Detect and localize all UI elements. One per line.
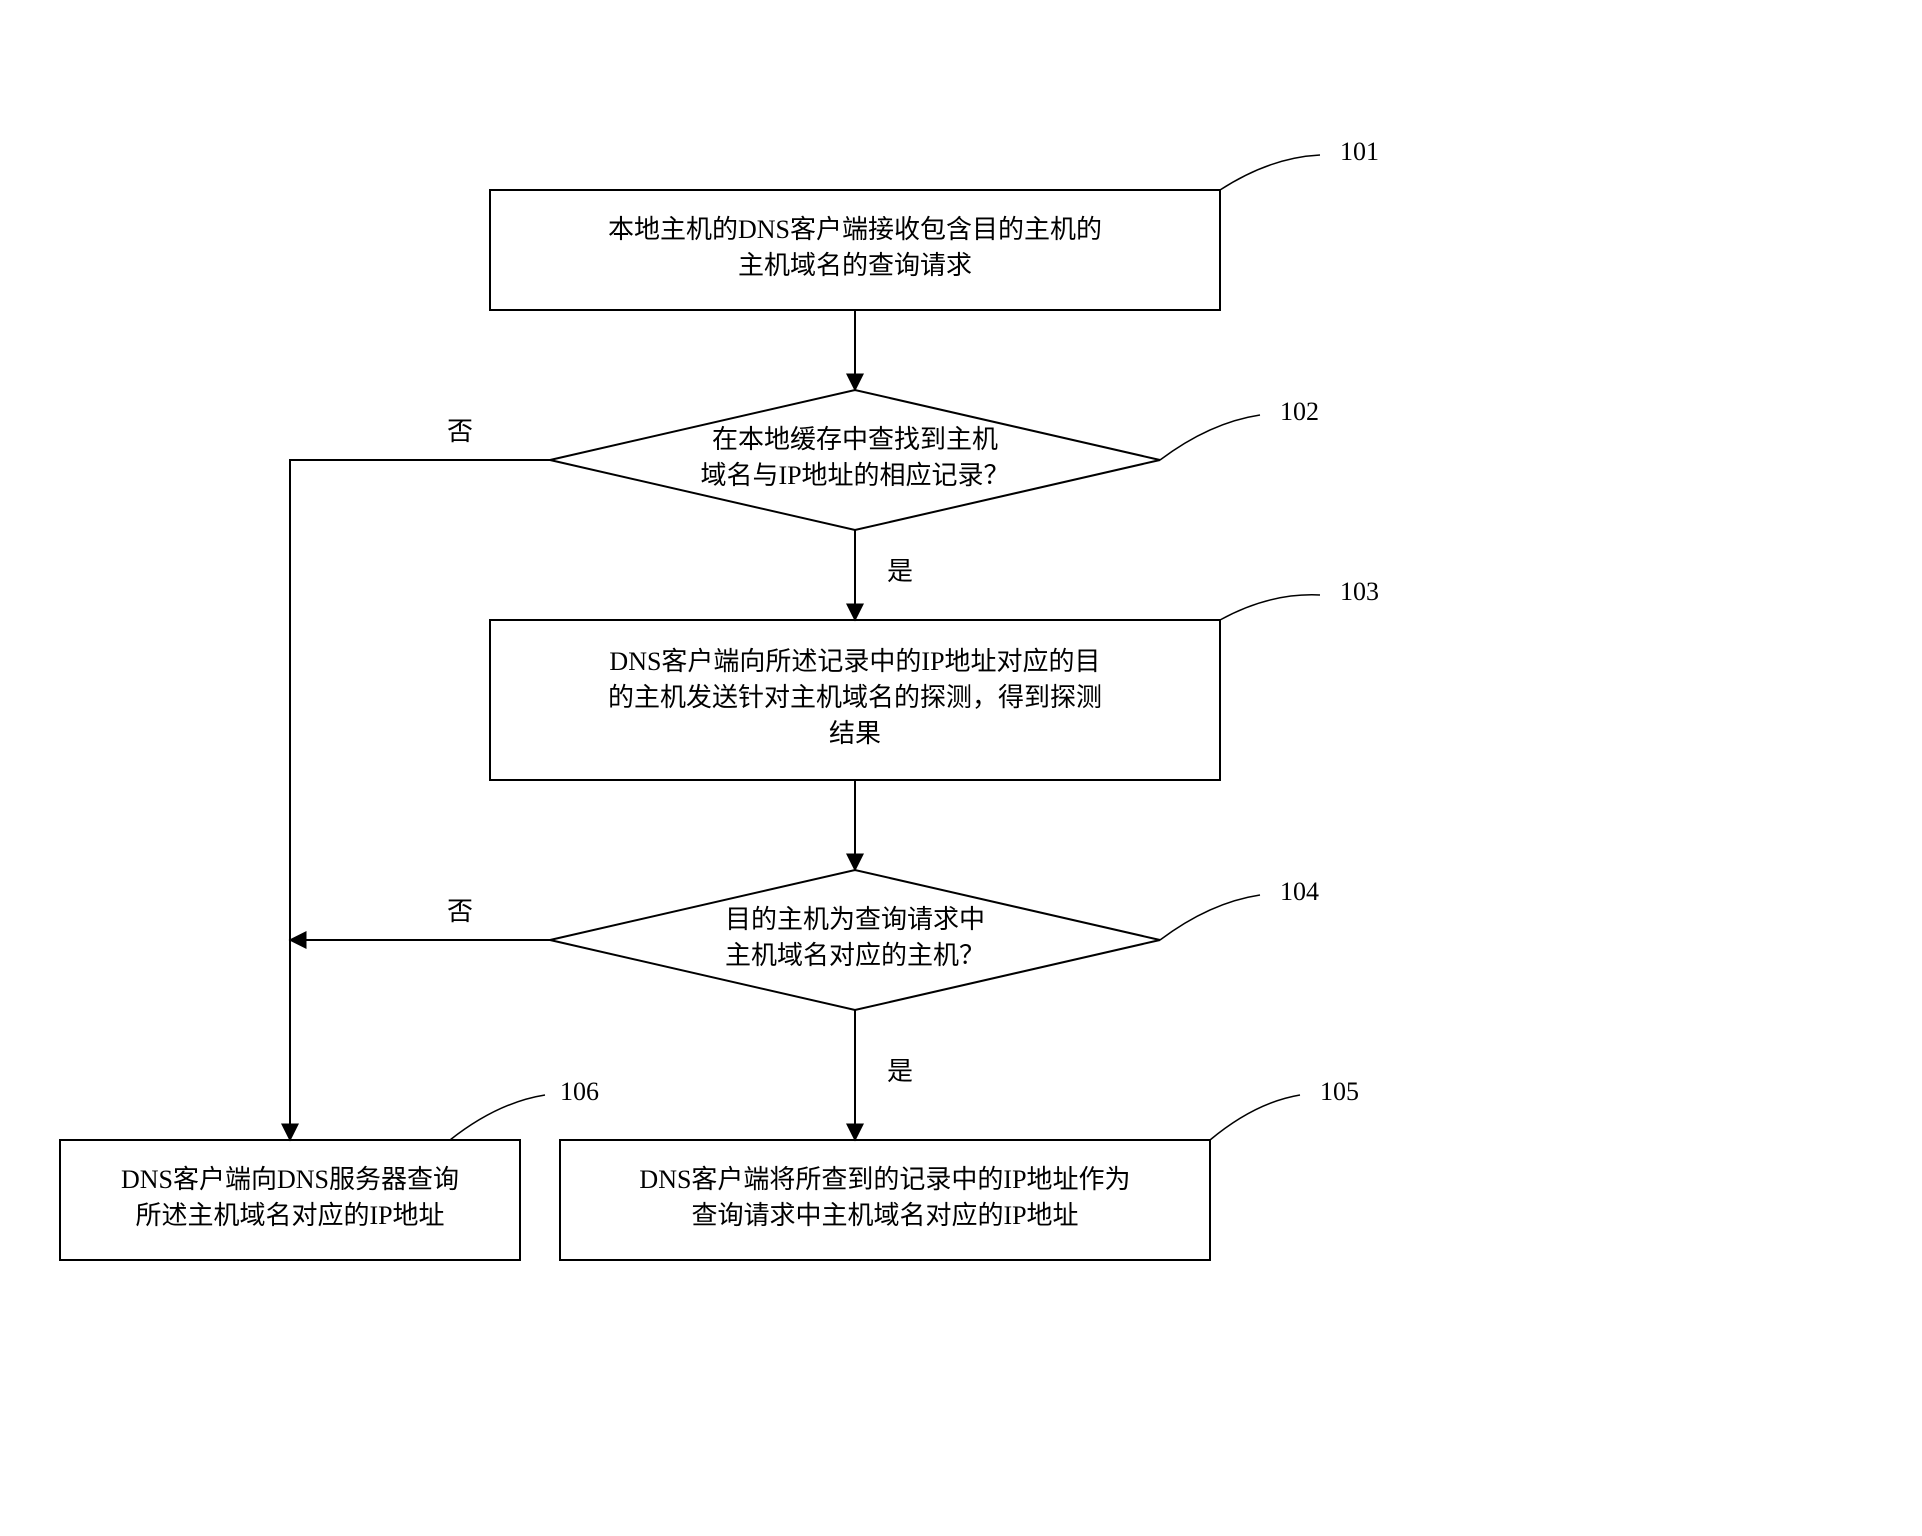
svg-text:域名与IP地址的相应记录？: 域名与IP地址的相应记录？	[700, 461, 1009, 490]
svg-text:在本地缓存中查找到主机: 在本地缓存中查找到主机	[712, 425, 998, 454]
svg-text:的主机发送针对主机域名的探测，得到探测: 的主机发送针对主机域名的探测，得到探测	[608, 683, 1102, 712]
svg-text:DNS客户端将所查到的记录中的IP地址作为: DNS客户端将所查到的记录中的IP地址作为	[639, 1165, 1130, 1194]
svg-text:结果: 结果	[829, 719, 881, 748]
svg-text:主机域名对应的主机？: 主机域名对应的主机？	[725, 941, 985, 970]
edge-label-e4: 是	[887, 1057, 913, 1086]
svg-text:查询请求中主机域名对应的IP地址: 查询请求中主机域名对应的IP地址	[691, 1201, 1078, 1230]
ref-n103: 103	[1340, 577, 1379, 606]
svg-text:目的主机为查询请求中: 目的主机为查询请求中	[725, 905, 985, 934]
ref-n106: 106	[560, 1077, 599, 1106]
svg-text:主机域名的查询请求: 主机域名的查询请求	[738, 251, 972, 280]
svg-text:所述主机域名对应的IP地址: 所述主机域名对应的IP地址	[135, 1201, 444, 1230]
svg-text:DNS客户端向所述记录中的IP地址对应的目: DNS客户端向所述记录中的IP地址对应的目	[609, 647, 1100, 676]
svg-text:DNS客户端向DNS服务器查询: DNS客户端向DNS服务器查询	[121, 1165, 459, 1194]
svg-text:本地主机的DNS客户端接收包含目的主机的: 本地主机的DNS客户端接收包含目的主机的	[608, 215, 1102, 244]
edge-e5	[290, 460, 550, 1140]
ref-n101: 101	[1340, 137, 1379, 166]
edge-label-e2: 是	[887, 557, 913, 586]
node-n103: 103	[490, 577, 1379, 780]
edge-label-e5: 否	[447, 417, 473, 446]
flowchart: 101 本地主机的DNS客户端接收包含目的主机的主机域名的查询请求 102 在本地缓存…	[0, 0, 1922, 1536]
ref-n102: 102	[1280, 397, 1319, 426]
ref-n105: 105	[1320, 1077, 1359, 1106]
ref-n104: 104	[1280, 877, 1319, 906]
edge-label-e6: 否	[447, 897, 473, 926]
